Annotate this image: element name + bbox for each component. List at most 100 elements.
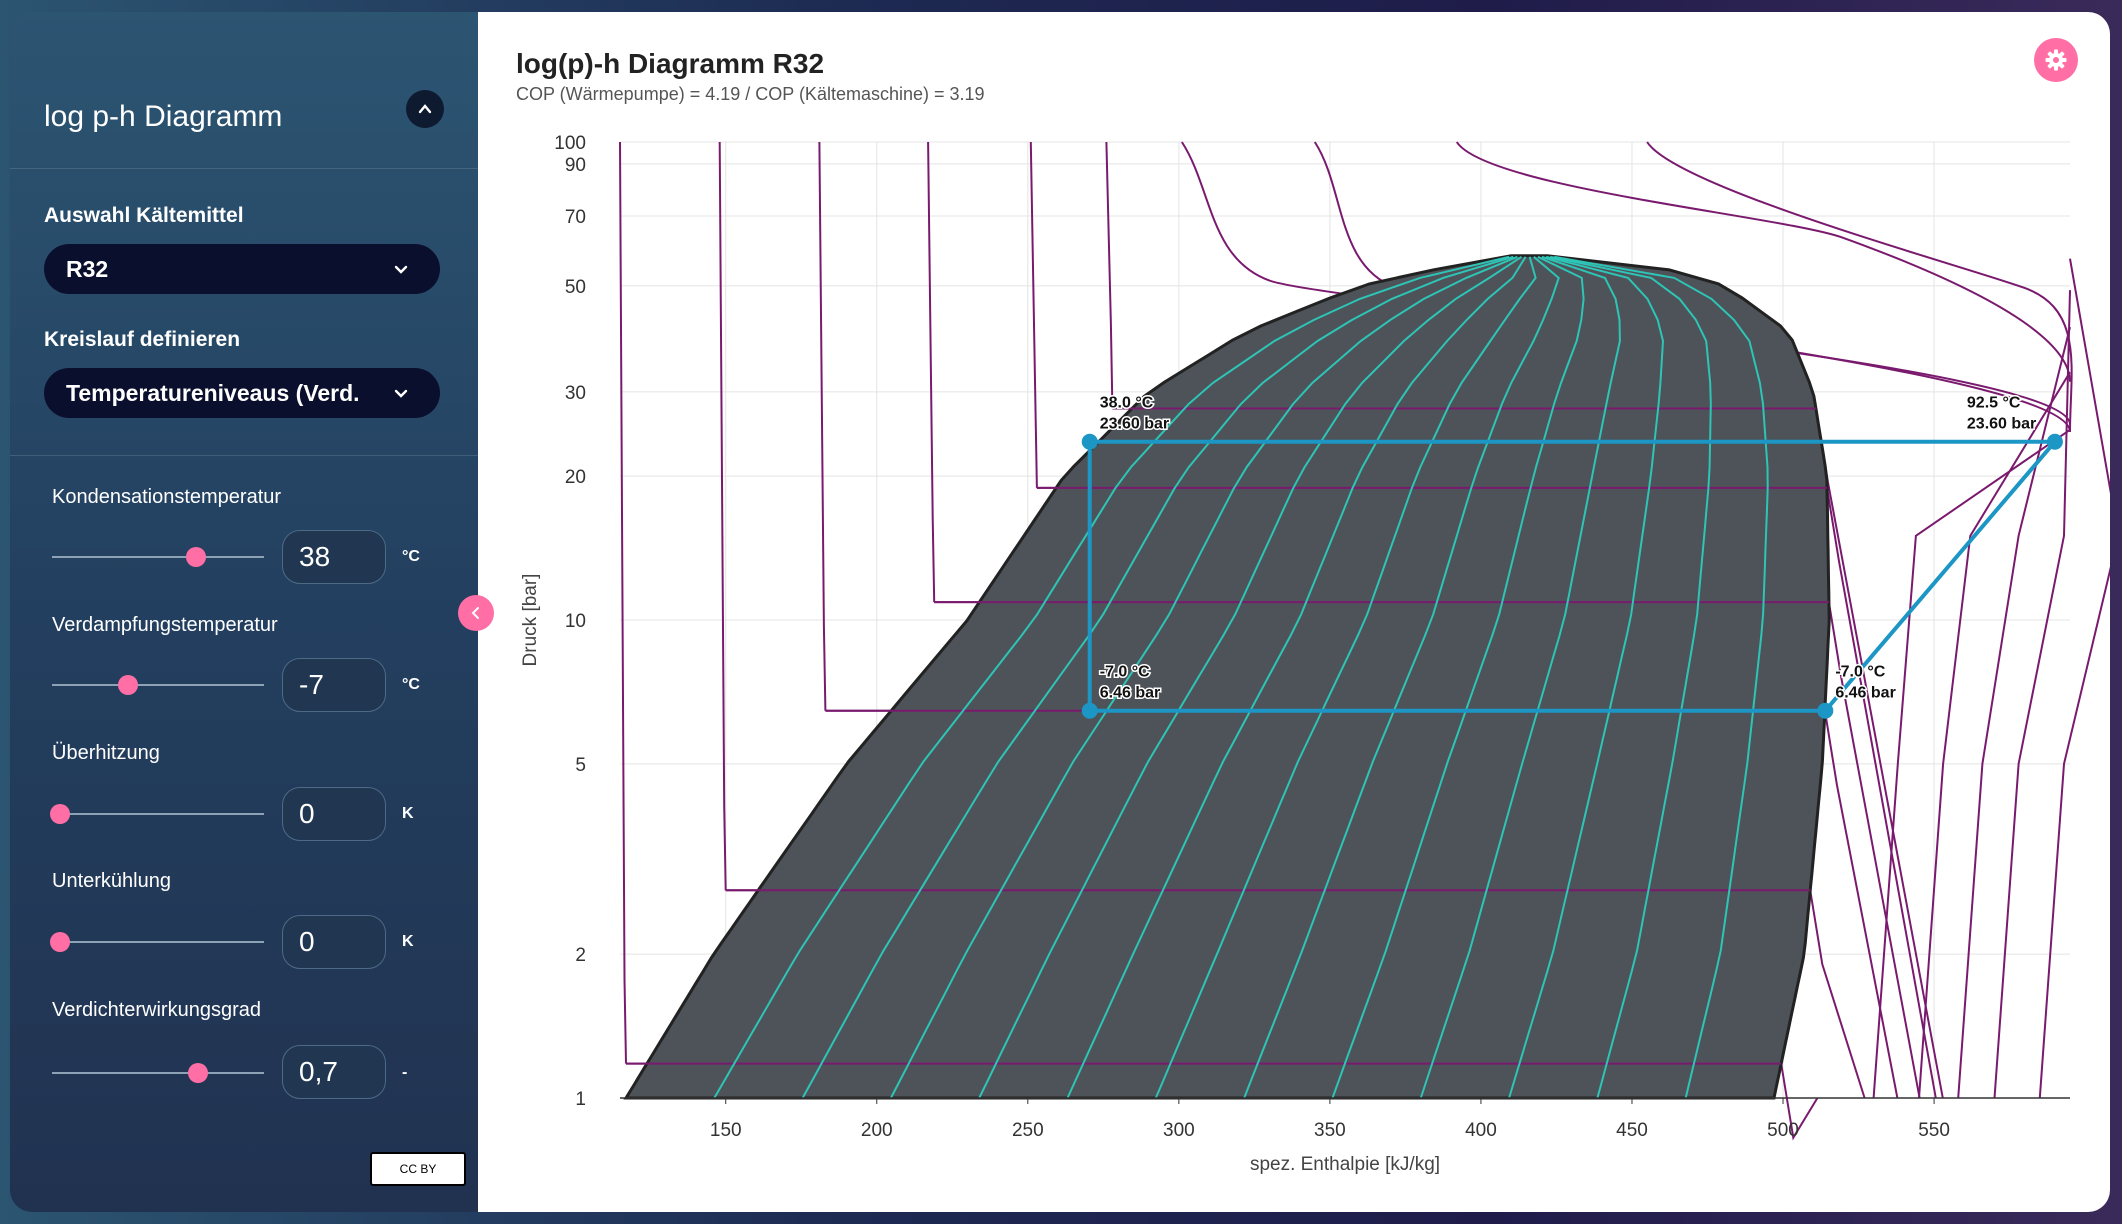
saturation-dome bbox=[623, 254, 1831, 1100]
x-tick-label: 300 bbox=[1163, 1120, 1195, 1141]
divider bbox=[10, 168, 478, 169]
x-tick-label: 450 bbox=[1616, 1120, 1648, 1141]
x-tick-label: 200 bbox=[861, 1120, 893, 1141]
isotherm-line bbox=[1993, 290, 2071, 1099]
cycle-point bbox=[1081, 702, 1098, 719]
quality-line bbox=[1066, 256, 1527, 1099]
y-tick-label: 20 bbox=[565, 467, 586, 488]
cycle-point-label: 23.60 bar bbox=[1100, 416, 1169, 433]
unit-label: - bbox=[402, 1064, 408, 1081]
y-tick-label: 2 bbox=[575, 945, 586, 966]
refrigerant-label: Auswahl Kältemittel bbox=[44, 204, 244, 227]
y-tick-label: 10 bbox=[565, 611, 586, 632]
y-tick-label: 30 bbox=[565, 383, 586, 404]
main-panel: log(p)-h Diagramm R32 COP (Wärmepumpe) =… bbox=[478, 12, 2110, 1212]
isotherm-line bbox=[1826, 487, 1937, 1099]
x-tick-label: 400 bbox=[1465, 1120, 1497, 1141]
log-ph-chart[interactable]: 38.0 °C 23.60 bar 92.5 °C 23.60 bar -7.0 °C 6… bbox=[478, 12, 2110, 1212]
isotherm-line bbox=[1029, 141, 1038, 488]
settings-button[interactable] bbox=[2034, 38, 2078, 82]
chevron-up-icon bbox=[418, 104, 432, 114]
cycle-point-label: 38.0 °C bbox=[1100, 395, 1154, 412]
quality-line bbox=[713, 255, 1510, 1099]
quality-line bbox=[1549, 255, 1712, 1099]
slider-thumb[interactable] bbox=[186, 547, 207, 567]
cycle-point-label: -7.0 °C bbox=[1100, 664, 1150, 681]
y-tick-label: 100 bbox=[554, 133, 586, 154]
chevron-down-icon bbox=[394, 389, 408, 398]
isotherm-line bbox=[1872, 428, 2071, 1099]
chevron-left-icon bbox=[471, 607, 479, 619]
isotherm-line bbox=[1809, 890, 1866, 1099]
subcooling-slider[interactable] bbox=[50, 932, 264, 952]
refrigerant-value: R32 bbox=[66, 255, 109, 282]
isotherm-line bbox=[1455, 141, 2071, 382]
chart-title: log(p)-h Diagramm R32 bbox=[516, 48, 825, 79]
superheat-slider[interactable] bbox=[50, 804, 264, 824]
cycle-point bbox=[2046, 433, 2063, 450]
condensation-temp-input[interactable]: 38 bbox=[282, 530, 386, 584]
subcooling-input[interactable]: 0 bbox=[282, 915, 386, 969]
quality-line bbox=[1419, 255, 1621, 1099]
y-axis-label: Druck [bar] bbox=[520, 574, 541, 667]
y-tick-label: 70 bbox=[565, 207, 586, 228]
superheat-label: Überhitzung bbox=[52, 742, 160, 764]
sidebar-title: log p-h Diagramm bbox=[44, 100, 283, 133]
isotherm-line bbox=[1814, 408, 1944, 1099]
condensation-temp-label: Kondensationstemperatur bbox=[52, 486, 282, 508]
slider-thumb[interactable] bbox=[50, 804, 71, 824]
sidebar: log p-h Diagramm Auswahl Kältemittel R32… bbox=[10, 12, 478, 1212]
divider bbox=[10, 455, 478, 456]
evaporation-temp-label: Verdampfungstemperatur bbox=[52, 614, 278, 636]
isotherm-line bbox=[927, 141, 936, 603]
cycle-point-label: 6.46 bar bbox=[1835, 685, 1895, 702]
quality-line bbox=[801, 255, 1514, 1099]
isotherm-line bbox=[818, 141, 827, 711]
quality-line bbox=[890, 255, 1518, 1099]
x-tick-label: 550 bbox=[1918, 1120, 1950, 1141]
slider-thumb[interactable] bbox=[188, 1063, 209, 1083]
y-tick-label: 1 bbox=[575, 1089, 586, 1110]
isotherm-line bbox=[1105, 141, 1114, 409]
collapse-button[interactable] bbox=[406, 90, 444, 128]
x-tick-label: 250 bbox=[1012, 1120, 1044, 1141]
chevron-down-icon bbox=[394, 265, 408, 274]
compressor-efficiency-input[interactable]: 0,7 bbox=[282, 1045, 386, 1099]
quality-line bbox=[1243, 256, 1560, 1099]
quality-line bbox=[978, 255, 1523, 1099]
cycle-point bbox=[1817, 702, 1834, 719]
cc-license-badge[interactable]: CC BY bbox=[370, 1152, 466, 1186]
x-tick-label: 500 bbox=[1767, 1120, 1799, 1141]
cycle-value: Temperatureniveaus (Verd. bbox=[66, 379, 360, 406]
isotherm-line bbox=[1918, 371, 2071, 1099]
gear-icon bbox=[2045, 49, 2067, 71]
unit-label: °C bbox=[402, 676, 420, 693]
refrigerant-select[interactable]: R32 bbox=[44, 244, 440, 294]
y-tick-label: 50 bbox=[565, 277, 586, 298]
compressor-efficiency-slider[interactable] bbox=[52, 1063, 264, 1083]
quality-line bbox=[1154, 256, 1537, 1099]
cycle-point-label: 92.5 °C bbox=[1967, 395, 2021, 412]
evaporation-temp-input[interactable]: -7 bbox=[282, 658, 386, 712]
x-tick-label: 150 bbox=[710, 1120, 742, 1141]
slider-thumb[interactable] bbox=[50, 932, 71, 952]
evaporation-temp-slider[interactable] bbox=[52, 675, 264, 695]
cycle-select[interactable]: Temperatureniveaus (Verd. bbox=[44, 368, 440, 418]
isotherm-line bbox=[2038, 258, 2110, 1099]
y-tick-label: 90 bbox=[565, 155, 586, 176]
quality-line bbox=[1508, 255, 1665, 1099]
superheat-input[interactable]: 0 bbox=[282, 787, 386, 841]
condensation-temp-slider[interactable] bbox=[52, 547, 264, 567]
unit-label: K bbox=[402, 805, 414, 822]
isotherm-line bbox=[619, 141, 627, 1064]
toggle-sidebar-button[interactable] bbox=[458, 595, 494, 631]
isotherm-line bbox=[1827, 601, 1921, 1099]
isotherm-line bbox=[718, 141, 727, 891]
isotherm-line bbox=[1646, 141, 2073, 432]
compressor-efficiency-label: Verdichterwirkungsgrad bbox=[52, 999, 261, 1021]
subcooling-label: Unterkühlung bbox=[52, 870, 171, 892]
cycle-label: Kreislauf definieren bbox=[44, 328, 241, 351]
x-axis-label: spez. Enthalpie [kJ/kg] bbox=[1250, 1154, 1440, 1175]
cycle-point-label: -7.0 °C bbox=[1835, 664, 1885, 681]
slider-thumb[interactable] bbox=[118, 675, 139, 695]
